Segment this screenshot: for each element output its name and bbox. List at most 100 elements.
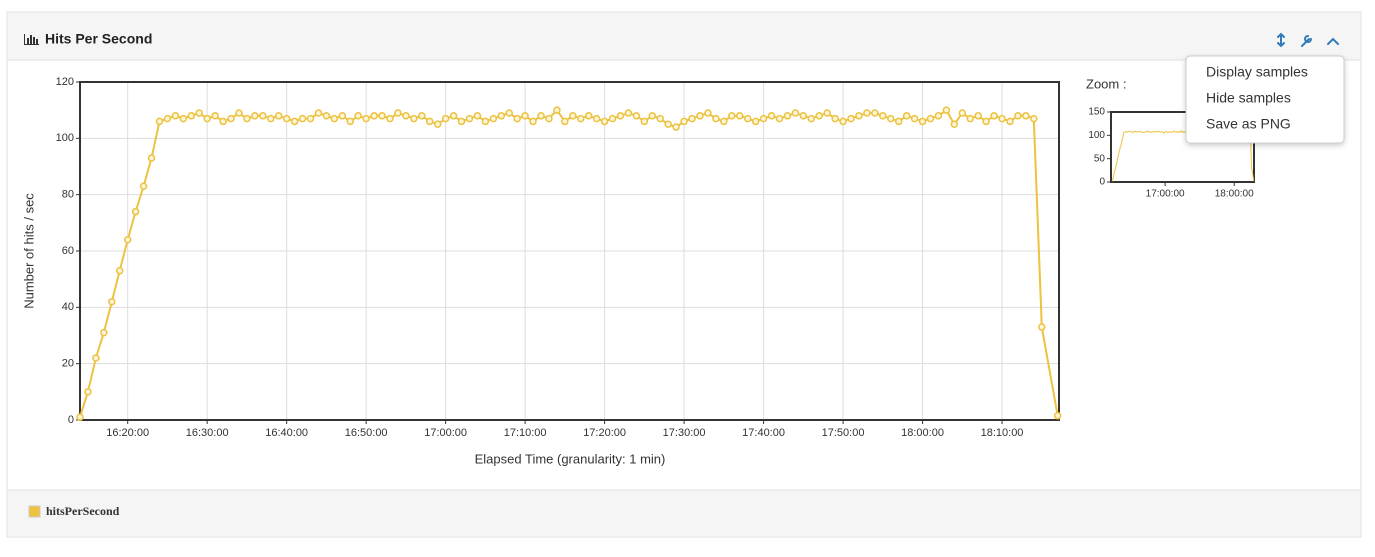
x-tick-label: 16:20:00 (106, 427, 149, 439)
data-point (569, 112, 577, 120)
data-point (235, 109, 243, 117)
data-point (592, 114, 601, 123)
main-chart: 0 20 40 60 80 100 120 16:20:00 16:30:00 16:40:00 1… (56, 76, 1062, 439)
data-point (227, 114, 235, 123)
data-point (529, 117, 537, 126)
data-point (974, 112, 982, 120)
legend-label: hitsPerSecond (46, 504, 120, 518)
menu-item[interactable]: Save as PNG (1206, 116, 1291, 132)
data-point (640, 117, 649, 126)
plot-frame (1110, 111, 1255, 183)
menu-item[interactable]: Hide samples (1206, 90, 1291, 106)
data-point (696, 112, 704, 120)
collapse-icon[interactable] (1327, 37, 1339, 45)
data-point (823, 109, 831, 117)
data-point (656, 114, 664, 123)
settings-icon[interactable] (1301, 35, 1312, 47)
x-tick-label: 17:00:00 (1146, 189, 1185, 200)
data-point (672, 123, 680, 131)
data-point (735, 112, 744, 120)
data-point (425, 117, 434, 126)
data-point (251, 112, 259, 120)
data-point (92, 354, 100, 362)
data-point (577, 114, 585, 123)
data-point (354, 112, 362, 120)
data-point (831, 114, 839, 123)
y-tick-label: 20 (62, 358, 74, 370)
menu-item[interactable]: Display samples (1206, 64, 1308, 80)
data-point (553, 106, 561, 114)
x-tick-label: 18:00:00 (1215, 189, 1254, 200)
data-point (688, 114, 696, 123)
data-point (600, 117, 609, 126)
data-point (799, 112, 808, 120)
data-point (1053, 412, 1062, 420)
data-point (584, 112, 593, 120)
data-point (608, 114, 617, 123)
data-point (664, 120, 672, 128)
data-point (123, 235, 132, 244)
y-tick-label: 0 (1099, 177, 1105, 188)
data-point (1014, 112, 1022, 120)
data-point (298, 114, 307, 123)
data-point (131, 207, 140, 216)
data-point (926, 114, 935, 123)
data-point (537, 112, 545, 120)
legend-band (8, 490, 1360, 536)
data-point (505, 109, 513, 117)
data-point (720, 117, 728, 126)
y-axis-label: Number of hits / sec (21, 193, 36, 309)
data-point (513, 114, 521, 123)
data-point (441, 114, 450, 123)
data-point (433, 120, 442, 128)
data-point (211, 112, 219, 120)
data-point (489, 114, 498, 123)
data-point (314, 109, 323, 117)
data-point (712, 114, 720, 123)
x-axis-label: Elapsed Time (granularity: 1 min) (475, 451, 666, 466)
data-point (894, 117, 903, 126)
data-point (179, 114, 188, 123)
data-point (147, 154, 156, 162)
data-point (863, 109, 871, 117)
data-point (187, 112, 196, 120)
data-point (410, 114, 418, 123)
data-point (108, 297, 116, 306)
dropdown-menu: Display samples Hide samples Save as PNG (1185, 55, 1345, 144)
data-point (998, 114, 1006, 123)
data-point (481, 117, 490, 126)
data-point (171, 112, 180, 120)
data-point (282, 114, 291, 123)
resize-icon[interactable] (1277, 32, 1285, 48)
x-tick-label: 17:00:00 (424, 427, 467, 439)
x-tick-label: 18:00:00 (901, 427, 944, 439)
data-point (807, 114, 816, 123)
data-point (163, 114, 172, 123)
data-point (839, 117, 847, 126)
data-point (338, 112, 347, 120)
data-point (1022, 112, 1030, 120)
data-point (330, 114, 339, 123)
data-point (632, 112, 641, 120)
data-point (139, 182, 148, 190)
data-point (243, 114, 251, 123)
data-point (871, 109, 879, 117)
data-point (767, 112, 776, 120)
data-point (775, 114, 784, 123)
data-point (465, 114, 474, 123)
data-point (306, 114, 315, 123)
data-point (847, 114, 855, 123)
chart-icon (24, 34, 39, 45)
data-point (759, 114, 768, 123)
data-point (680, 117, 688, 126)
data-point (457, 117, 466, 126)
zoom-label: Zoom : (1086, 76, 1126, 91)
data-point (918, 117, 927, 126)
data-point (386, 114, 394, 123)
data-point (887, 114, 895, 123)
x-tick-label: 17:40:00 (742, 427, 785, 439)
data-point (322, 112, 331, 120)
data-point (855, 112, 863, 120)
